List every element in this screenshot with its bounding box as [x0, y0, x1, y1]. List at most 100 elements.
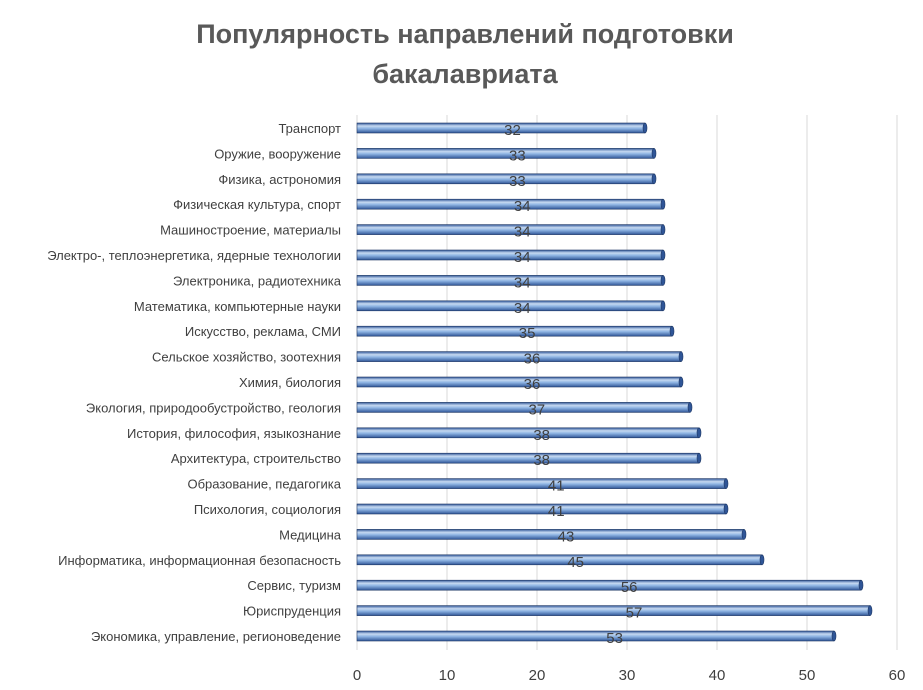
bar-9	[356, 351, 682, 362]
bar-cap-16	[741, 529, 747, 540]
bar-12	[356, 427, 700, 439]
bar-6	[356, 275, 664, 286]
bar-18	[356, 579, 862, 591]
category-label-18: Сервис, туризм	[247, 578, 341, 593]
x-tick-label-30: 30	[619, 667, 636, 684]
x-tick-label-10: 10	[439, 667, 456, 684]
category-label-2: Физика, астрономия	[218, 172, 341, 187]
bar-1	[356, 148, 655, 159]
data-label-2: 33	[509, 173, 526, 190]
bar-cap-0	[642, 122, 648, 134]
chart-title: Популярность направлений подготовки бака…	[0, 14, 923, 94]
bar-cap-7	[660, 300, 666, 312]
bar-14	[356, 478, 727, 489]
category-label-4: Машиностроение, материалы	[160, 223, 341, 238]
category-label-1: Оружие, вооружение	[214, 146, 341, 161]
category-label-7: Математика, компьютерные науки	[134, 299, 341, 314]
bar-cap-14	[723, 478, 729, 489]
category-label-11: Экология, природообустройство, геология	[86, 400, 341, 415]
bar-cap-6	[660, 275, 666, 286]
x-tick-label-60: 60	[889, 667, 906, 684]
bar-cap-3	[660, 198, 666, 210]
data-label-13: 38	[533, 452, 550, 469]
bar-8	[356, 325, 673, 337]
bar-cap-20	[831, 630, 837, 642]
data-label-15: 41	[548, 503, 565, 520]
category-label-5: Электро-, теплоэнергетика, ядерные техно…	[47, 248, 341, 263]
category-label-19: Юриспруденция	[243, 604, 341, 619]
bar-cap-13	[696, 452, 702, 464]
data-label-12: 38	[533, 427, 550, 444]
bar-17	[356, 554, 763, 566]
bar-15	[356, 503, 727, 515]
category-label-3: Физическая культура, спорт	[173, 197, 341, 212]
data-label-6: 34	[514, 274, 531, 291]
data-label-5: 34	[514, 249, 531, 266]
data-label-7: 34	[514, 300, 531, 317]
category-label-0: Транспорт	[278, 121, 341, 136]
bar-cap-15	[723, 503, 729, 515]
chart-title-line-2: бакалавриата	[372, 59, 558, 89]
data-label-20: 53	[606, 630, 623, 647]
data-labels: 32 33 33 34 34 34 34 34 35 36 36 37 38 38 41 41 43 45 56 57…	[504, 122, 642, 647]
bar-3	[356, 198, 664, 210]
category-label-6: Электроника, радиотехника	[173, 273, 342, 288]
data-label-1: 33	[509, 147, 526, 164]
category-labels: Транспорт Оружие, вооружение Физика, астро…	[47, 121, 342, 644]
data-label-19: 57	[626, 605, 643, 622]
bar-cap-4	[660, 224, 666, 235]
x-axis-tick-labels: 0 10 20 30 40 50 60	[353, 667, 906, 684]
category-label-10: Химия, биология	[239, 375, 341, 390]
x-tick-label-50: 50	[799, 667, 816, 684]
x-tick-label-40: 40	[709, 667, 726, 684]
bar-13	[356, 452, 700, 464]
category-label-15: Психология, социология	[194, 502, 341, 517]
category-label-13: Архитектура, строительство	[171, 451, 341, 466]
bar-0	[356, 122, 646, 134]
data-label-9: 36	[524, 351, 541, 368]
bar-5	[356, 249, 664, 261]
bar-4	[356, 224, 664, 235]
data-label-16: 43	[558, 528, 575, 545]
data-label-14: 41	[548, 478, 565, 495]
bar-cap-5	[660, 249, 666, 261]
category-label-16: Медицина	[279, 527, 342, 542]
bar-cap-11	[687, 402, 693, 413]
data-label-17: 45	[567, 554, 584, 571]
category-label-14: Образование, педагогика	[188, 477, 342, 492]
bar-7	[356, 300, 664, 312]
bar-cap-8	[669, 325, 675, 337]
bar-cap-1	[651, 148, 657, 159]
data-label-10: 36	[524, 376, 541, 393]
bar-cap-19	[867, 605, 873, 616]
x-tick-label-0: 0	[353, 667, 361, 684]
data-label-0: 32	[504, 122, 521, 139]
bar-cap-2	[651, 173, 657, 185]
category-label-8: Искусство, реклама, СМИ	[185, 324, 341, 339]
bar-cap-10	[678, 376, 684, 388]
x-tick-label-20: 20	[529, 667, 546, 684]
data-label-3: 34	[514, 198, 531, 215]
bar-10	[356, 376, 682, 388]
bar-16	[356, 529, 745, 540]
bar-20	[356, 630, 835, 642]
bar-cap-12	[696, 427, 702, 439]
bar-cap-17	[759, 554, 765, 566]
chart-title-line-1: Популярность направлений подготовки	[196, 19, 734, 49]
bar-19	[356, 605, 871, 616]
category-label-12: История, философия, языкознание	[127, 426, 341, 441]
category-label-9: Сельское хозяйство, зоотехния	[152, 350, 341, 365]
data-label-18: 56	[621, 579, 638, 596]
bar-11	[356, 402, 691, 413]
data-label-4: 34	[514, 224, 531, 241]
category-label-17: Информатика, информационная безопасность	[58, 553, 341, 568]
bar-cap-18	[858, 579, 864, 591]
bar-cap-9	[678, 351, 684, 362]
data-label-11: 37	[528, 401, 545, 418]
data-label-8: 35	[519, 325, 536, 342]
category-label-20: Экономика, управление, регионоведение	[91, 629, 341, 644]
bars	[356, 122, 873, 642]
bar-2	[356, 173, 655, 185]
